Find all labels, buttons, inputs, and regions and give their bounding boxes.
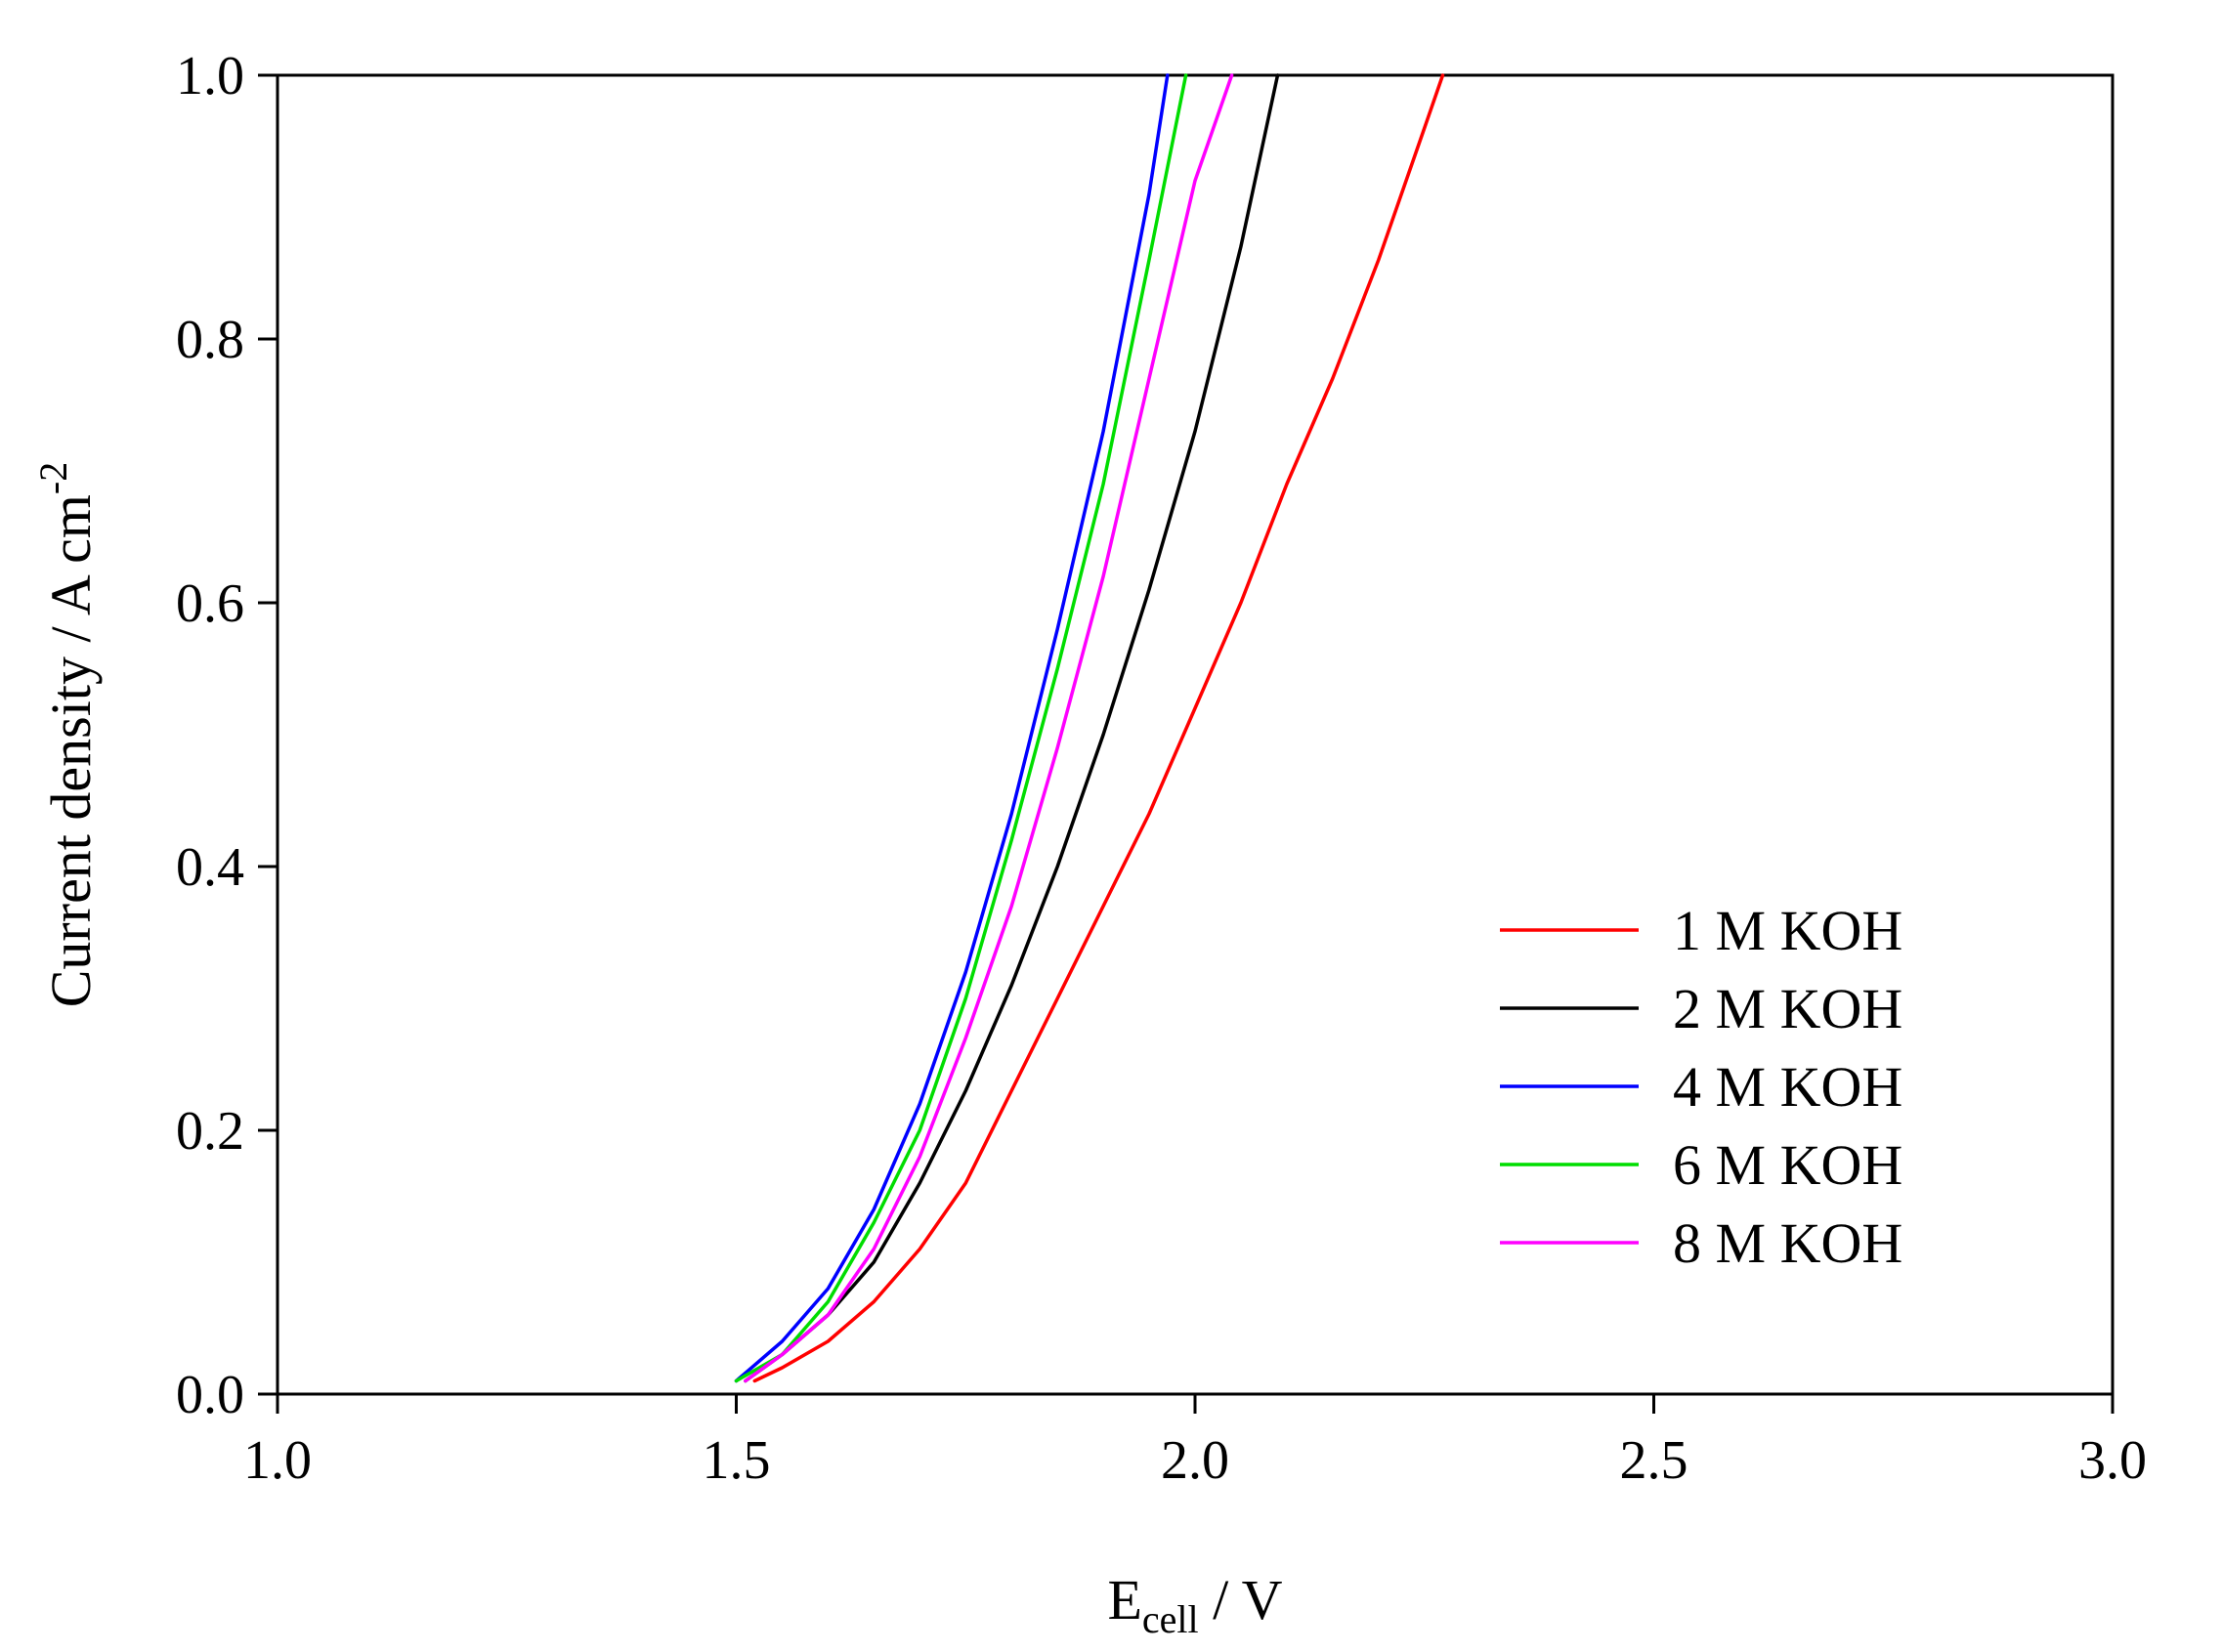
series-line-8-m-koh [744, 73, 1234, 1383]
series-line-2-m-koh [744, 73, 1280, 1383]
y-tick-label: 0.0 [176, 1365, 244, 1425]
y-tick-label: 0.2 [176, 1101, 244, 1162]
y-axis-ticks: 0.0 0.2 0.4 0.6 0.8 1.0 [176, 46, 278, 1425]
legend: 1 M KOH 2 M KOH 4 M KOH 6 M KOH 8 M KOH [1500, 899, 1902, 1275]
x-tick-label: 1.0 [243, 1430, 312, 1491]
series-layer [734, 73, 1445, 1383]
legend-label: 2 M KOH [1673, 977, 1902, 1040]
legend-label: 8 M KOH [1673, 1211, 1902, 1275]
legend-label: 4 M KOH [1673, 1055, 1902, 1119]
x-tick-label: 3.0 [2078, 1430, 2147, 1491]
x-axis-ticks: 1.0 1.5 2.0 2.5 3.0 [243, 1394, 2147, 1491]
series-line-6-m-koh [734, 73, 1188, 1383]
y-tick-label: 0.4 [176, 837, 244, 898]
x-tick-label: 2.5 [1620, 1430, 1688, 1491]
x-tick-label: 1.5 [703, 1430, 771, 1491]
y-tick-label: 1.0 [176, 46, 244, 106]
x-tick-label: 2.0 [1161, 1430, 1229, 1491]
legend-label: 6 M KOH [1673, 1133, 1902, 1197]
y-tick-label: 0.6 [176, 573, 244, 634]
x-axis-title: Ecell / V [1107, 1568, 1282, 1641]
y-axis-title: Current density / A cm-2 [31, 462, 103, 1008]
series-line-4-m-koh [734, 73, 1170, 1383]
y-tick-label: 0.8 [176, 310, 244, 370]
series-line-1-m-koh [752, 73, 1445, 1383]
legend-label: 1 M KOH [1673, 899, 1902, 962]
